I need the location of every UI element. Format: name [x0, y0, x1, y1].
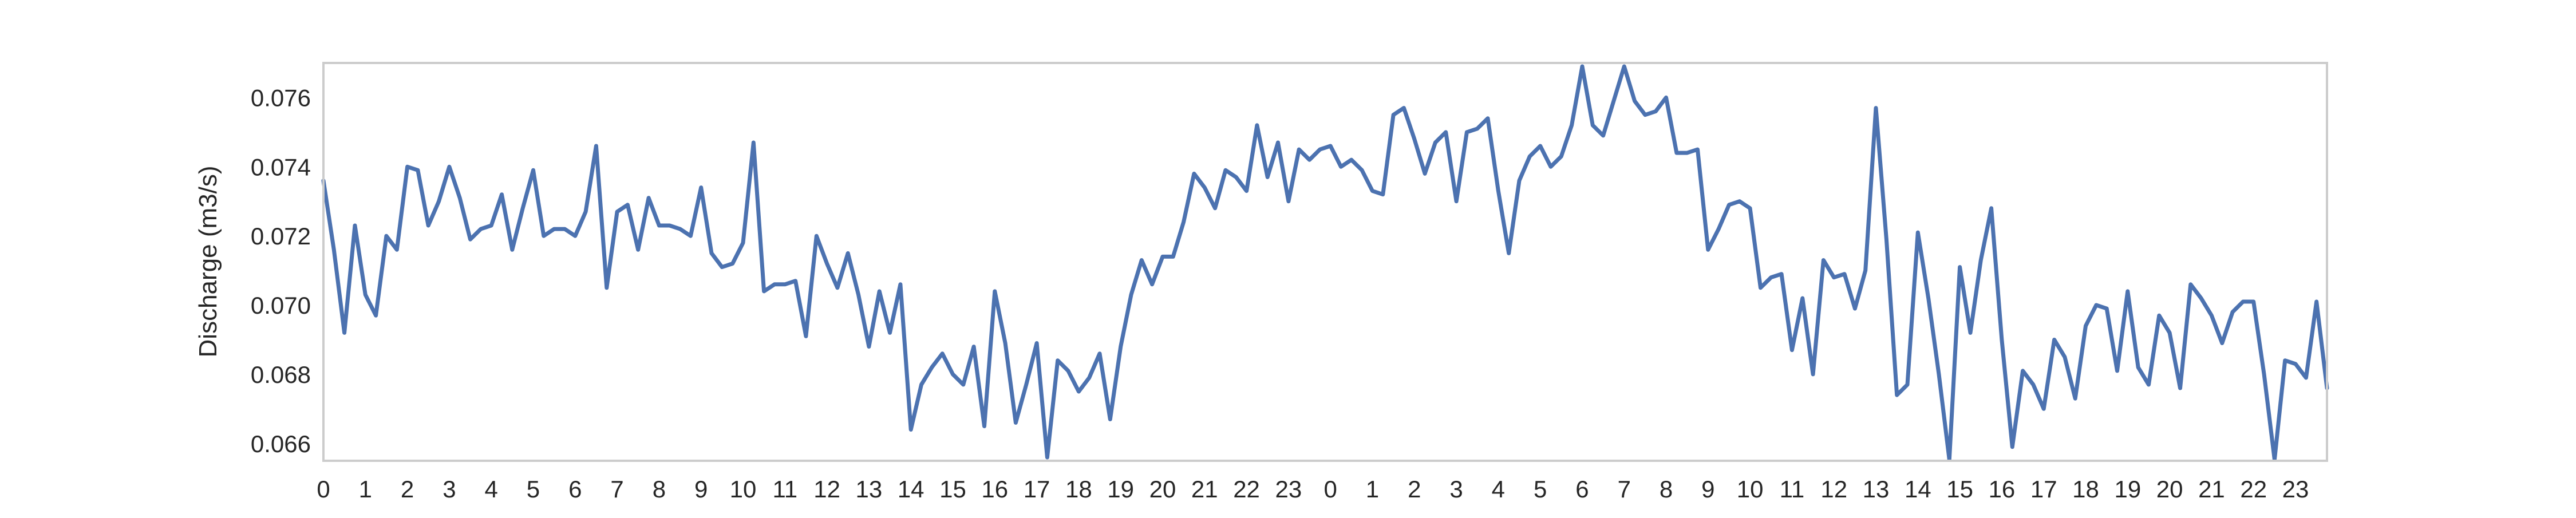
y-axis-ticks: 0.066 0.068 0.070 0.072 0.074 0.076: [251, 84, 311, 457]
x-tick-label: 7: [1618, 476, 1631, 503]
x-tick-label: 13: [1863, 476, 1890, 503]
discharge-series-line: [321, 64, 2329, 462]
x-tick-label: 14: [898, 476, 924, 503]
x-tick-label: 23: [2282, 476, 2309, 503]
x-tick-label: 6: [568, 476, 582, 503]
x-tick-label: 22: [2240, 476, 2267, 503]
x-tick-label: 16: [1989, 476, 2016, 503]
y-tick-label: 0.070: [251, 292, 311, 319]
x-tick-label: 5: [527, 476, 540, 503]
x-tick-label: 18: [2072, 476, 2099, 503]
x-tick-label: 21: [1191, 476, 1218, 503]
x-tick-label: 2: [1408, 476, 1421, 503]
x-tick-label: 22: [1233, 476, 1260, 503]
x-tick-label: 8: [1660, 476, 1673, 503]
x-tick-label: 20: [1149, 476, 1176, 503]
x-tick-label: 13: [856, 476, 883, 503]
x-tick-label: 23: [1275, 476, 1302, 503]
x-tick-label: 18: [1065, 476, 1092, 503]
plot-background: [323, 63, 2327, 461]
x-tick-label: 6: [1575, 476, 1589, 503]
x-tick-label: 3: [442, 476, 456, 503]
x-tick-label: 0: [317, 476, 330, 503]
x-tick-label: 0: [1323, 476, 1337, 503]
x-axis-ticks: 0 1 2 3 4 5 6 7 8 9 10 11 12 13 14 15 16 17 18 19 20 21 22 23 0 1…: [317, 476, 2309, 503]
x-tick-label: 15: [1946, 476, 1973, 503]
x-tick-label: 11: [1780, 476, 1805, 503]
x-tick-label: 16: [981, 476, 1008, 503]
x-tick-label: 12: [1820, 476, 1847, 503]
x-tick-label: 17: [1024, 476, 1050, 503]
x-tick-label: 20: [2156, 476, 2183, 503]
x-tick-label: 15: [939, 476, 966, 503]
x-tick-label: 11: [772, 476, 797, 503]
x-tick-label: 10: [730, 476, 757, 503]
x-tick-label: 1: [359, 476, 372, 503]
x-tick-label: 7: [610, 476, 623, 503]
x-tick-label: 9: [1701, 476, 1714, 503]
x-tick-label: 5: [1534, 476, 1547, 503]
y-tick-label: 0.072: [251, 223, 311, 250]
x-tick-label: 21: [2198, 476, 2225, 503]
x-tick-label: 10: [1737, 476, 1764, 503]
x-tick-label: 4: [485, 476, 498, 503]
x-tick-label: 9: [694, 476, 708, 503]
x-tick-label: 19: [2114, 476, 2141, 503]
y-tick-label: 0.074: [251, 153, 311, 180]
x-tick-label: 1: [1366, 476, 1379, 503]
y-tick-label: 0.066: [251, 430, 311, 457]
y-tick-label: 0.068: [251, 361, 311, 388]
y-tick-label: 0.076: [251, 84, 311, 111]
x-tick-label: 3: [1449, 476, 1463, 503]
x-tick-label: 17: [2030, 476, 2057, 503]
x-tick-label: 8: [653, 476, 666, 503]
x-tick-label: 2: [401, 476, 414, 503]
x-tick-label: 12: [813, 476, 840, 503]
x-tick-label: 19: [1107, 476, 1134, 503]
plot-frame: [322, 62, 2328, 462]
y-axis-title: Discharge (m3/s): [194, 166, 222, 358]
x-tick-label: 14: [1905, 476, 1931, 503]
x-tick-label: 4: [1492, 476, 1505, 503]
